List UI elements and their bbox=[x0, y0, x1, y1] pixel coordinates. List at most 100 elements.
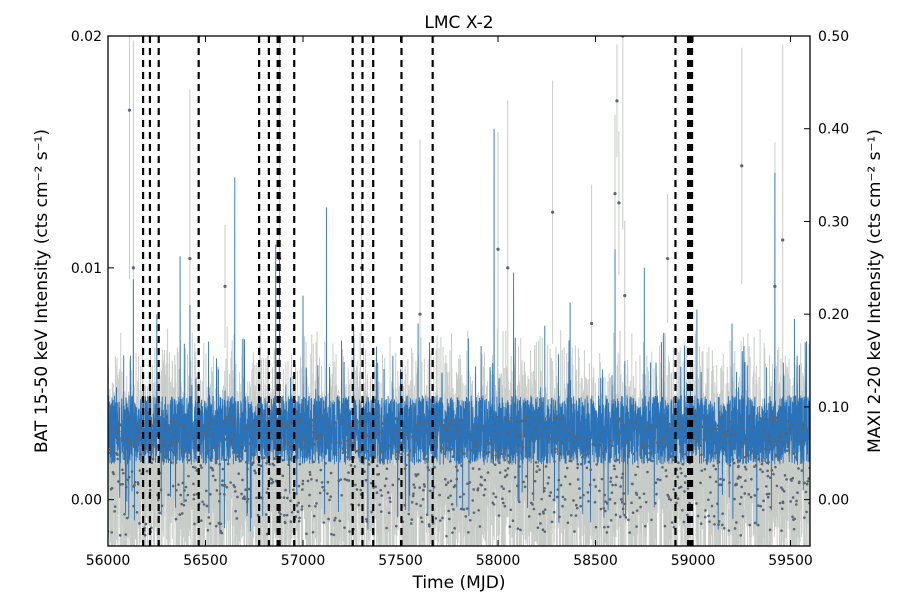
maxi-point bbox=[327, 417, 331, 421]
maxi-point bbox=[781, 501, 785, 505]
maxi-point bbox=[560, 441, 563, 445]
maxi-point bbox=[167, 443, 171, 447]
maxi-point bbox=[313, 442, 316, 446]
maxi-point bbox=[233, 490, 237, 493]
maxi-point bbox=[243, 495, 246, 499]
maxi-point bbox=[519, 528, 522, 532]
maxi-point bbox=[425, 513, 429, 516]
maxi-point bbox=[131, 438, 135, 442]
maxi-point bbox=[289, 520, 293, 524]
maxi-point bbox=[767, 436, 771, 440]
maxi-point bbox=[443, 452, 446, 455]
maxi-point bbox=[740, 495, 743, 499]
maxi-point bbox=[676, 475, 680, 479]
maxi-point bbox=[722, 478, 726, 482]
maxi-point bbox=[225, 485, 229, 489]
maxi-point bbox=[466, 482, 469, 485]
maxi-point bbox=[279, 512, 282, 516]
maxi-point bbox=[535, 470, 538, 474]
maxi-point bbox=[726, 434, 729, 437]
maxi-point bbox=[550, 437, 553, 441]
maxi-point bbox=[722, 526, 726, 530]
maxi-point bbox=[333, 421, 337, 424]
maxi-point bbox=[707, 514, 710, 518]
maxi-point bbox=[243, 497, 247, 501]
maxi-point bbox=[602, 507, 606, 510]
maxi-point bbox=[767, 492, 771, 496]
maxi-point bbox=[778, 501, 782, 505]
maxi-point bbox=[573, 446, 577, 450]
maxi-point bbox=[762, 499, 765, 503]
maxi-point bbox=[754, 455, 757, 458]
maxi-point bbox=[344, 450, 347, 454]
maxi-point bbox=[214, 478, 217, 482]
maxi-point bbox=[378, 503, 382, 506]
maxi-point bbox=[546, 481, 550, 485]
maxi-point bbox=[650, 424, 654, 428]
maxi-point bbox=[208, 522, 212, 525]
maxi-point bbox=[550, 520, 554, 524]
maxi-point bbox=[334, 516, 337, 520]
maxi-point bbox=[753, 494, 757, 497]
maxi-point bbox=[719, 483, 723, 487]
maxi-point bbox=[527, 515, 531, 518]
maxi-point bbox=[467, 460, 471, 463]
maxi-point bbox=[733, 497, 736, 501]
maxi-point bbox=[766, 469, 769, 473]
maxi-point bbox=[223, 484, 227, 487]
maxi-point bbox=[647, 458, 650, 461]
maxi-point bbox=[790, 479, 793, 482]
maxi-point bbox=[455, 430, 459, 434]
maxi-point bbox=[503, 475, 507, 479]
maxi-point bbox=[518, 465, 521, 468]
maxi-point bbox=[784, 432, 788, 435]
maxi-point bbox=[472, 511, 476, 514]
maxi-point bbox=[424, 428, 428, 432]
maxi-point bbox=[541, 528, 545, 531]
maxi-point bbox=[765, 492, 769, 496]
maxi-point bbox=[121, 468, 124, 472]
maxi-point bbox=[727, 440, 731, 444]
maxi-point bbox=[415, 424, 419, 427]
maxi-point bbox=[476, 426, 479, 429]
maxi-point bbox=[635, 493, 639, 496]
maxi-point bbox=[487, 450, 491, 454]
maxi-point bbox=[393, 428, 396, 432]
maxi-point bbox=[186, 493, 190, 497]
maxi-point bbox=[282, 422, 285, 426]
maxi-point bbox=[799, 440, 803, 444]
maxi-point bbox=[387, 444, 391, 448]
maxi-point bbox=[506, 433, 510, 437]
maxi-point bbox=[793, 517, 797, 521]
maxi-point bbox=[164, 429, 167, 433]
maxi-point bbox=[614, 424, 618, 427]
maxi-point bbox=[623, 424, 627, 427]
maxi-point bbox=[679, 467, 682, 470]
maxi-point bbox=[341, 418, 344, 422]
maxi-point bbox=[273, 440, 276, 444]
maxi-point bbox=[665, 474, 668, 478]
maxi-point bbox=[444, 483, 448, 487]
maxi-point bbox=[178, 513, 182, 516]
maxi-point bbox=[508, 489, 511, 493]
maxi-point bbox=[748, 415, 752, 419]
maxi-point bbox=[154, 417, 158, 421]
maxi-point bbox=[502, 456, 506, 459]
maxi-point bbox=[386, 491, 390, 494]
maxi-point bbox=[713, 451, 717, 455]
maxi-point bbox=[193, 522, 196, 526]
maxi-point bbox=[338, 441, 342, 445]
maxi-point bbox=[348, 438, 352, 441]
maxi-point bbox=[298, 516, 301, 520]
maxi-point bbox=[163, 439, 167, 442]
maxi-point bbox=[654, 424, 658, 427]
maxi-point bbox=[497, 445, 500, 449]
maxi-point bbox=[110, 531, 114, 534]
maxi-point bbox=[631, 482, 634, 486]
maxi-point bbox=[377, 472, 381, 476]
maxi-point bbox=[527, 422, 531, 425]
maxi-point bbox=[229, 442, 233, 445]
maxi-point bbox=[735, 483, 738, 486]
maxi-point bbox=[359, 423, 362, 426]
x-tick-label: 59000 bbox=[671, 553, 716, 569]
